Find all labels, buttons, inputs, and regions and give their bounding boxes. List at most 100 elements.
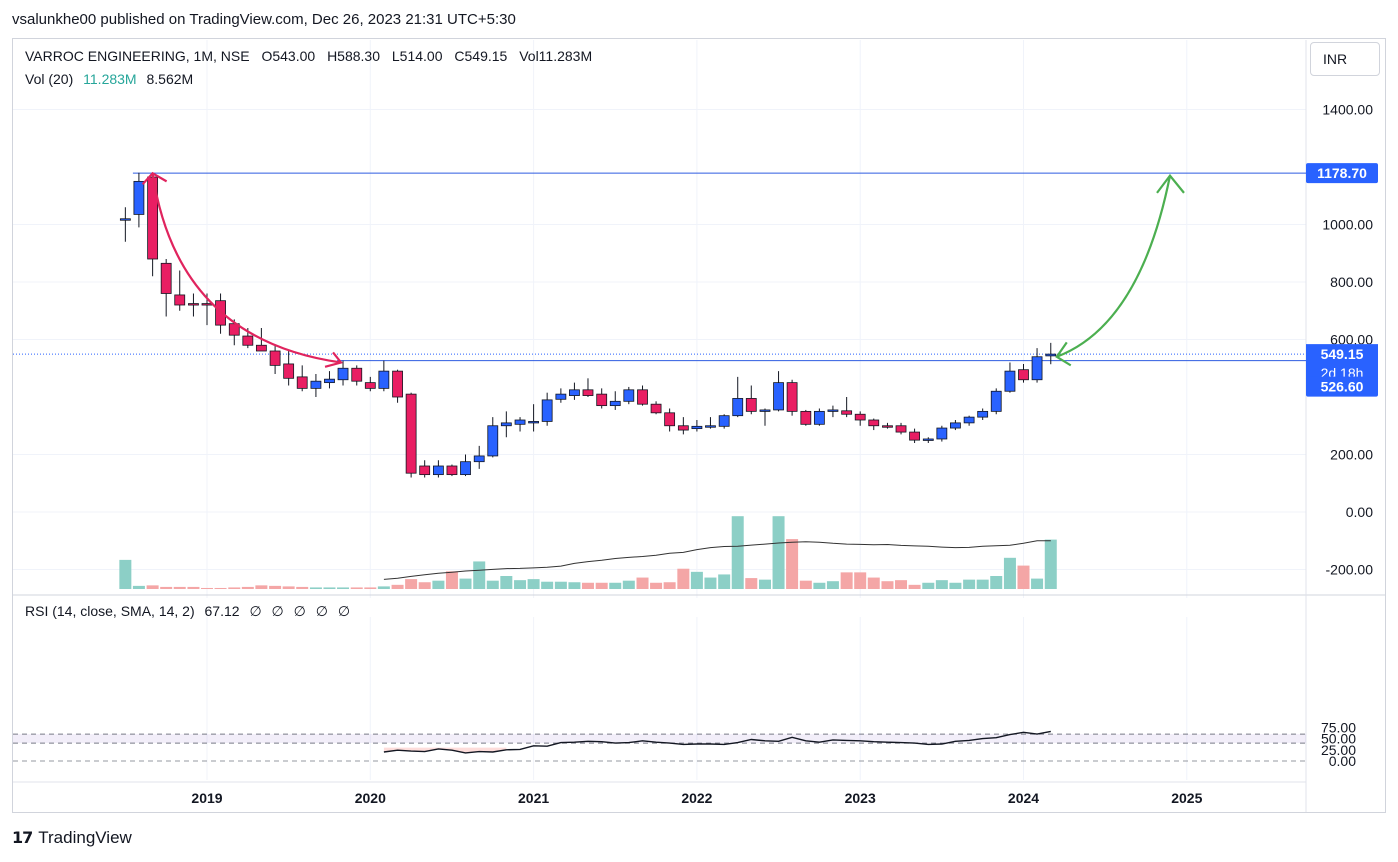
candle: [827, 405, 839, 418]
volume-bar: [609, 582, 622, 589]
volume-bar: [173, 586, 186, 589]
currency-button[interactable]: INR: [1310, 42, 1380, 76]
candle-body: [950, 422, 961, 429]
volume-legend[interactable]: Vol (20) 11.283M 8.562M: [25, 71, 193, 87]
volume-bar: [228, 587, 241, 589]
symbol-legend[interactable]: VARROC ENGINEERING, 1M, NSE O543.00 H588…: [25, 48, 600, 64]
candle: [1031, 348, 1043, 383]
candle-body: [514, 419, 526, 425]
resistance-price-badge-bg: [1306, 163, 1378, 184]
candlesticks: [119, 172, 1057, 478]
candle: [419, 460, 431, 478]
candle: [895, 422, 907, 435]
candle-body: [963, 416, 975, 424]
candle: [854, 411, 866, 426]
time-tick-label: 2022: [681, 790, 712, 806]
candle-body: [882, 425, 893, 428]
candle-body: [609, 400, 621, 407]
candle-body: [446, 465, 458, 476]
volume-value: Vol11.283M: [519, 48, 593, 64]
volume-bar: [296, 586, 309, 589]
candle-body: [637, 389, 648, 405]
rsi-extra: ∅: [315, 603, 328, 619]
candle: [977, 408, 989, 420]
volume-bar: [432, 580, 445, 589]
candle-body: [473, 455, 485, 463]
candle-body: [800, 410, 812, 425]
volume-ma-line: [383, 540, 1051, 580]
candle-body: [773, 382, 784, 411]
brand-footer[interactable]: 𝟭𝟳 TradingView: [12, 828, 132, 848]
candle-body: [133, 180, 145, 215]
volume-indicator-value: 11.283M: [83, 71, 137, 87]
candle-body: [936, 427, 948, 440]
candle-body: [990, 390, 1002, 412]
rsi-tick-label: 0.00: [1329, 753, 1356, 769]
candle: [283, 351, 295, 386]
volume-bar: [201, 587, 213, 589]
volume-bar: [799, 580, 812, 589]
volume-bar: [486, 580, 499, 589]
candle: [514, 417, 526, 432]
candle-body: [378, 370, 390, 389]
candle: [296, 365, 308, 392]
volume-bar: [541, 581, 554, 589]
candle-body: [296, 376, 308, 389]
axes: 1400.00 1000.00 800.00 600.00 200.00 0.00 -200…: [191, 102, 1373, 807]
candle: [446, 464, 458, 477]
candle: [745, 385, 757, 415]
candle: [650, 401, 662, 415]
candle-body: [664, 412, 676, 427]
downtrend-arrowhead: [324, 351, 343, 368]
candle-body: [310, 380, 322, 389]
candle-body: [337, 367, 349, 381]
rsi-extra: ∅: [271, 603, 284, 619]
candle-body: [569, 389, 580, 396]
candle: [813, 408, 825, 426]
volume-bar: [1031, 578, 1044, 589]
candle: [623, 386, 635, 405]
candle-body: [419, 465, 431, 476]
volume-bar: [500, 576, 513, 589]
candle: [732, 376, 744, 418]
candle: [541, 392, 553, 426]
candle-body: [405, 393, 417, 474]
candle: [677, 417, 689, 435]
rsi-label[interactable]: RSI (14, close, SMA, 14, 2): [25, 603, 195, 619]
volume-bar: [554, 581, 567, 589]
candle: [473, 445, 485, 469]
symbol-name[interactable]: VARROC ENGINEERING, 1M, NSE: [25, 48, 250, 64]
candle: [324, 371, 335, 389]
price-tick-label: 800.00: [1330, 274, 1373, 290]
candle-body: [705, 425, 716, 428]
candle: [922, 437, 934, 443]
time-tick-label: 2019: [191, 790, 222, 806]
volume-bar: [337, 587, 350, 589]
annotations: [141, 171, 1185, 368]
volume-bar: [119, 559, 132, 589]
candle: [269, 345, 281, 374]
volume-bar: [241, 586, 254, 589]
time-tick-label: 2023: [845, 790, 876, 806]
volume-bar: [473, 561, 486, 589]
rsi-legend[interactable]: RSI (14, close, SMA, 14, 2) 67.12 ∅ ∅ ∅ …: [25, 603, 356, 620]
candle: [950, 420, 961, 431]
volume-bar: [813, 582, 826, 589]
volume-bar: [391, 584, 404, 589]
rsi-tick-label: 50.00: [1321, 731, 1356, 747]
candle-body: [827, 409, 839, 412]
volume-bar: [160, 586, 173, 589]
candle: [337, 360, 349, 386]
volume-indicator-label[interactable]: Vol (20): [25, 71, 74, 87]
chart-frame: [12, 38, 1386, 813]
volume-bar: [772, 516, 785, 589]
time-tick-label: 2024: [1008, 790, 1039, 806]
volume-bar: [663, 582, 676, 589]
support-price-badge-bg: [1306, 376, 1378, 397]
support-price-badge-text: 526.60: [1321, 379, 1364, 395]
volume-bar: [895, 580, 908, 589]
price-tick-label: 200.00: [1330, 447, 1373, 463]
volume-bar: [854, 572, 867, 589]
volume-bar: [826, 581, 839, 589]
